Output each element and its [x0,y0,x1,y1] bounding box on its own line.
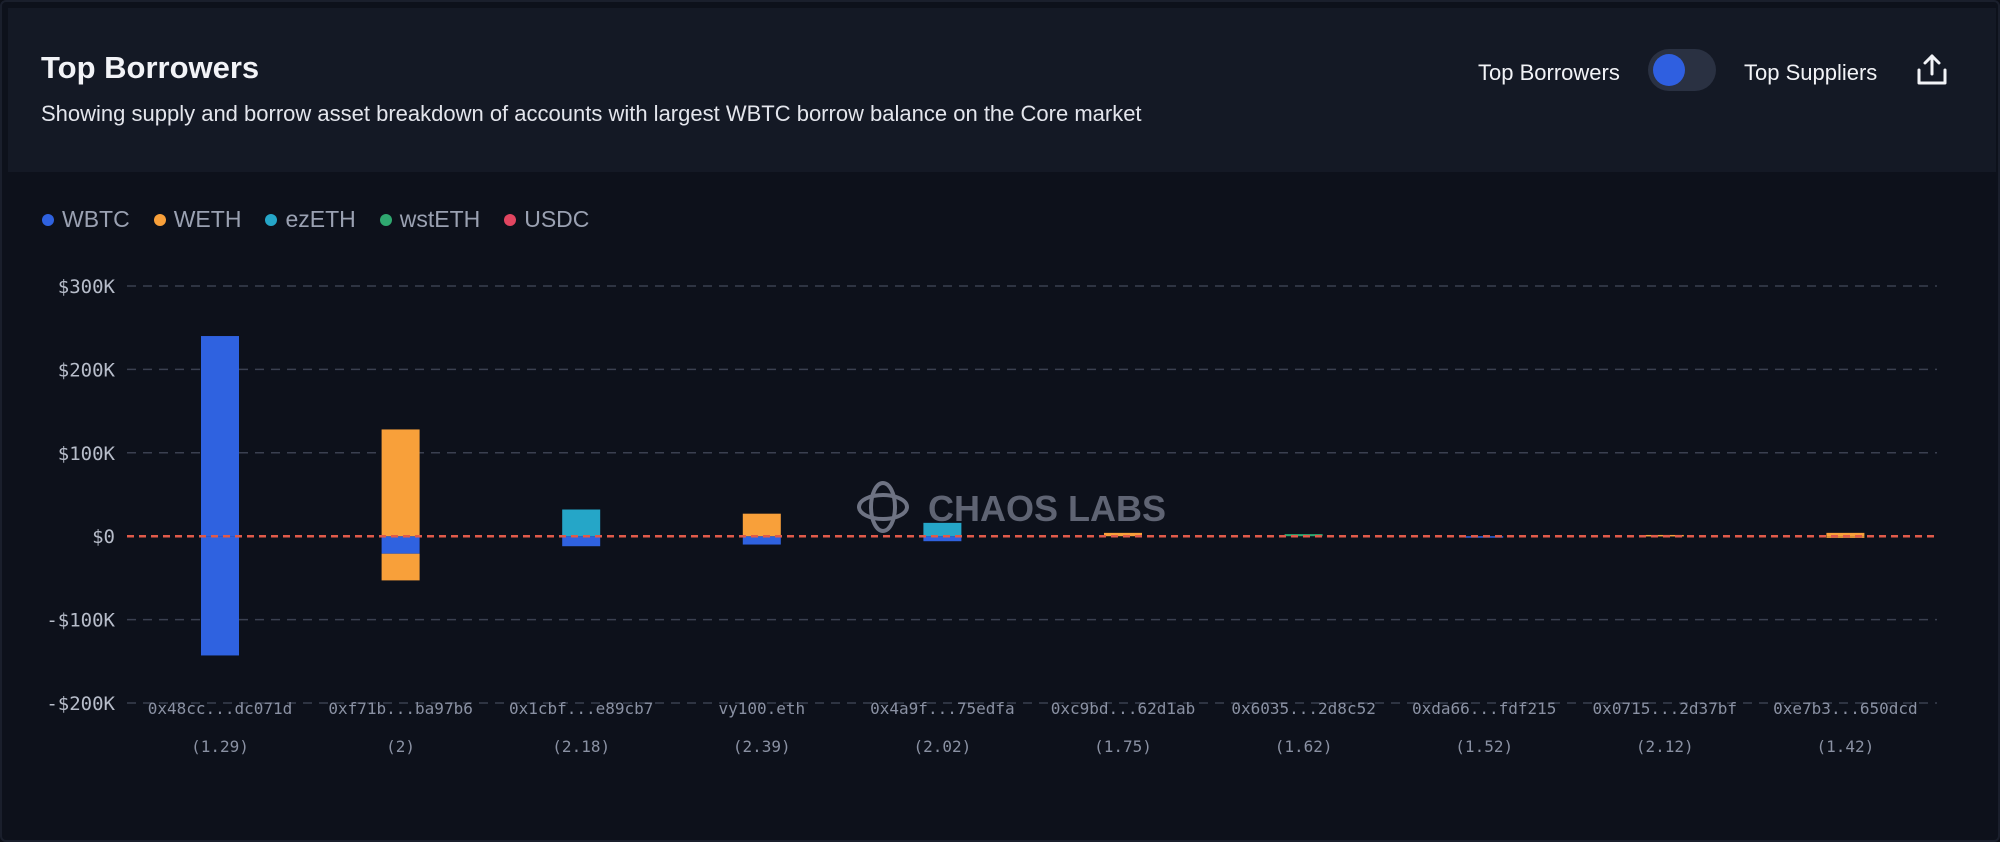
bar-ezeth[interactable] [562,509,601,537]
x-tick-sublabel: (1.42) [1817,737,1875,756]
bar-wbtc[interactable] [742,536,781,545]
legend-label: WBTC [62,206,130,232]
grid-lines [127,285,1937,704]
y-tick-label: $0 [92,526,115,548]
chaos-labs-watermark: CHAOS LABS [857,481,1166,533]
y-tick-label: $300K [58,276,116,298]
x-tick-sublabel: (2.12) [1636,737,1694,756]
bar-wbtc[interactable] [381,536,420,554]
borrowers-suppliers-toggle[interactable] [1648,49,1716,91]
chaos-labs-logo-icon [857,481,909,533]
legend-dot [504,213,517,226]
legend-label: ezETH [285,206,356,232]
x-tick-sublabel: (1.75) [1094,737,1152,756]
bar-wbtc[interactable] [201,536,239,656]
bar-wbtc[interactable] [201,336,239,537]
bar-weth[interactable] [381,429,420,537]
legend-label: wstETH [399,206,481,232]
x-tick-sublabel: (1.29) [191,737,249,756]
x-tick-label: 0x1cbf...e89cb7 [509,699,654,718]
x-tick-label: 0x0715...2d37bf [1593,699,1738,718]
x-tick-label: 0xda66...fdf215 [1412,699,1557,718]
toggle-label-top-borrowers[interactable]: Top Borrowers [1478,60,1620,85]
legend-dot [379,213,392,226]
bars [201,336,1865,656]
bar-wbtc[interactable] [923,536,962,542]
toggle-label-top-suppliers[interactable]: Top Suppliers [1744,60,1878,85]
x-tick-sublabel: (2) [386,737,415,756]
legend-label: USDC [524,206,590,232]
x-tick-sublabel: (2.18) [552,737,610,756]
x-axis: 0x48cc...dc071d (1.29) 0xf71b...ba97b6 (2) 0… [148,699,1918,756]
toggle-knob [1653,54,1685,86]
bar-weth[interactable] [381,553,420,581]
legend-item-wbtc[interactable]: WBTC [42,206,130,233]
y-tick-label: -$200K [46,693,115,715]
page-subtitle: Showing supply and borrow asset breakdow… [41,101,1142,126]
watermark-text: CHAOS LABS [928,488,1166,529]
bar-weth[interactable] [1104,532,1142,537]
page-title: Top Borrowers [41,50,260,85]
bar-weth[interactable] [1826,532,1865,537]
legend-dot [265,213,278,226]
y-tick-label: $200K [58,359,116,381]
chart-legend: WBTC WETH ezETH wstETH USDC [42,206,589,233]
x-tick-label: 0x48cc...dc071d [148,699,293,718]
legend-label: WETH [173,206,242,232]
x-tick-label: vy100.eth [718,699,805,718]
legend-dot [42,213,54,226]
bar-ezeth[interactable] [923,522,962,537]
x-tick-label: 0xc9bd...62d1ab [1051,699,1196,718]
legend-item-usdc[interactable]: USDC [504,206,589,233]
x-tick-label: 0x6035...2d8c52 [1231,699,1376,718]
legend-item-weth[interactable]: WETH [153,206,242,233]
legend-item-ezeth[interactable]: ezETH [265,206,356,233]
x-tick-label: 0xf71b...ba97b6 [328,699,473,718]
x-tick-sublabel: (2.02) [914,737,972,756]
bar-wbtc[interactable] [562,536,601,547]
legend-dot [153,213,166,226]
x-tick-sublabel: (2.39) [733,737,791,756]
bar-weth[interactable] [742,513,781,537]
x-tick-sublabel: (1.62) [1275,737,1333,756]
x-tick-label: 0xe7b3...650dcd [1773,699,1918,718]
y-axis: $300K $200K $100K $0 -$100K -$200K [46,276,115,715]
x-tick-sublabel: (1.52) [1455,737,1513,756]
legend-item-wsteth[interactable]: wstETH [379,206,481,233]
share-export-icon[interactable] [1914,52,1950,88]
x-tick-label: 0x4a9f...75edfa [870,699,1015,718]
y-tick-label: -$100K [46,610,115,632]
y-tick-label: $100K [58,443,116,465]
